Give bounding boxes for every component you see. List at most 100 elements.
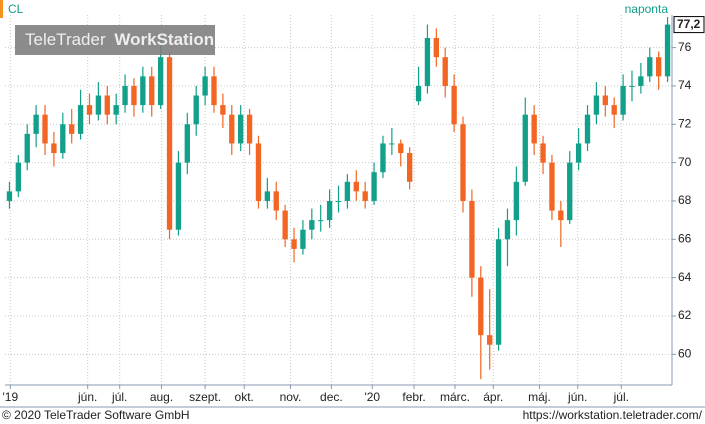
candle-body bbox=[335, 200, 342, 202]
candle-body bbox=[558, 210, 564, 221]
symbol: CL bbox=[8, 2, 24, 16]
candle-body bbox=[149, 76, 155, 106]
candle-body bbox=[344, 181, 351, 201]
candle-body bbox=[51, 143, 57, 154]
candle-body bbox=[318, 220, 324, 222]
candle-body bbox=[175, 162, 182, 230]
y-tick-label: 68 bbox=[678, 193, 692, 207]
candle-body bbox=[166, 57, 173, 230]
y-tick-label: 60 bbox=[678, 346, 692, 360]
candle-body bbox=[549, 162, 555, 211]
candle-body bbox=[24, 133, 30, 163]
candle-body bbox=[220, 105, 226, 115]
candle-body bbox=[193, 95, 199, 125]
candle-body bbox=[131, 85, 137, 106]
candle-body bbox=[540, 143, 546, 163]
candle-body bbox=[638, 76, 644, 86]
y-tick-label: 62 bbox=[678, 308, 692, 322]
candle-body bbox=[398, 143, 404, 154]
y-tick-label: 70 bbox=[678, 155, 692, 169]
candle-body bbox=[389, 143, 395, 145]
last-price-box bbox=[673, 16, 705, 34]
candle-body bbox=[15, 162, 22, 192]
interval: naponta bbox=[625, 2, 669, 16]
x-tick-label: dec. bbox=[320, 390, 343, 404]
candle-body bbox=[69, 124, 75, 134]
x-tick-label: szept. bbox=[189, 390, 221, 404]
y-tick-label: 66 bbox=[678, 231, 692, 245]
x-tick-label: aug. bbox=[150, 390, 173, 404]
candle-body bbox=[513, 181, 520, 221]
candle-body bbox=[33, 114, 39, 134]
x-tick-label: ápr. bbox=[483, 390, 503, 404]
candle-body bbox=[584, 114, 591, 144]
watermark-b: WorkStation bbox=[114, 30, 214, 49]
x-tick-label: okt. bbox=[235, 390, 254, 404]
candle-body bbox=[140, 76, 146, 106]
candle-body bbox=[255, 143, 262, 201]
candle-body bbox=[291, 239, 297, 249]
candle-body bbox=[202, 76, 208, 96]
candle-body bbox=[282, 210, 288, 240]
candle-body bbox=[593, 95, 600, 115]
x-tick-label: nov. bbox=[280, 390, 302, 404]
x-tick-label: jún. bbox=[77, 390, 97, 404]
candle-body bbox=[371, 172, 377, 201]
x-tick-label: jún. bbox=[567, 390, 587, 404]
candle-body bbox=[264, 191, 271, 201]
candle-body bbox=[522, 114, 528, 182]
candle-body bbox=[469, 200, 475, 278]
candle-body bbox=[655, 57, 662, 77]
candle-body bbox=[122, 85, 128, 106]
candle-body bbox=[495, 239, 502, 345]
watermark: TeleTrader WorkStation bbox=[25, 30, 214, 49]
watermark-box bbox=[15, 25, 215, 55]
candle-body bbox=[184, 124, 190, 163]
x-tick-label: '20 bbox=[364, 390, 380, 404]
candle-body bbox=[77, 105, 84, 134]
candle-body bbox=[86, 105, 93, 115]
x-tick-label: máj. bbox=[528, 390, 551, 404]
watermark-a: TeleTrader bbox=[25, 30, 106, 49]
candle-body bbox=[504, 220, 511, 240]
y-tick-label: 74 bbox=[678, 78, 692, 92]
candle-body bbox=[211, 76, 217, 106]
x-tick-label: júl. bbox=[111, 390, 127, 404]
candle-body bbox=[664, 24, 671, 77]
candle-body bbox=[629, 85, 635, 87]
y-tick-label: 72 bbox=[678, 116, 692, 130]
x-tick-label: júl. bbox=[613, 390, 629, 404]
candle-body bbox=[229, 114, 235, 144]
candle-body bbox=[451, 85, 457, 125]
candle-body bbox=[353, 181, 359, 192]
x-tick-label: febr. bbox=[402, 390, 425, 404]
x-tick-label: márc. bbox=[440, 390, 470, 404]
y-tick-label: 76 bbox=[678, 40, 692, 54]
candle-body bbox=[567, 162, 573, 221]
candle-body bbox=[113, 105, 119, 115]
candle-body bbox=[460, 124, 466, 201]
footer-right: https://workstation.teletrader.com/ bbox=[523, 408, 703, 422]
candle-body bbox=[647, 57, 653, 77]
footer-left: © 2020 TeleTrader Software GmbH bbox=[2, 408, 190, 422]
symbol-marker bbox=[0, 0, 3, 18]
candle-body bbox=[309, 220, 315, 230]
plot bbox=[5, 15, 672, 385]
candle-body bbox=[602, 95, 608, 106]
candle-body bbox=[238, 114, 244, 144]
candle-body bbox=[487, 335, 493, 345]
candle-body bbox=[326, 200, 333, 221]
candle-body bbox=[380, 143, 386, 173]
last-price-label: 77,2 bbox=[677, 17, 701, 31]
candle-body bbox=[300, 229, 306, 249]
candle-body bbox=[415, 85, 422, 102]
candle-body bbox=[442, 57, 448, 86]
candle-body bbox=[273, 191, 279, 211]
candle-body bbox=[406, 153, 413, 182]
candle-body bbox=[531, 114, 537, 144]
candle-body bbox=[104, 95, 110, 115]
candle-body bbox=[620, 85, 626, 115]
candle-body bbox=[433, 38, 439, 58]
candle-body bbox=[575, 143, 582, 163]
